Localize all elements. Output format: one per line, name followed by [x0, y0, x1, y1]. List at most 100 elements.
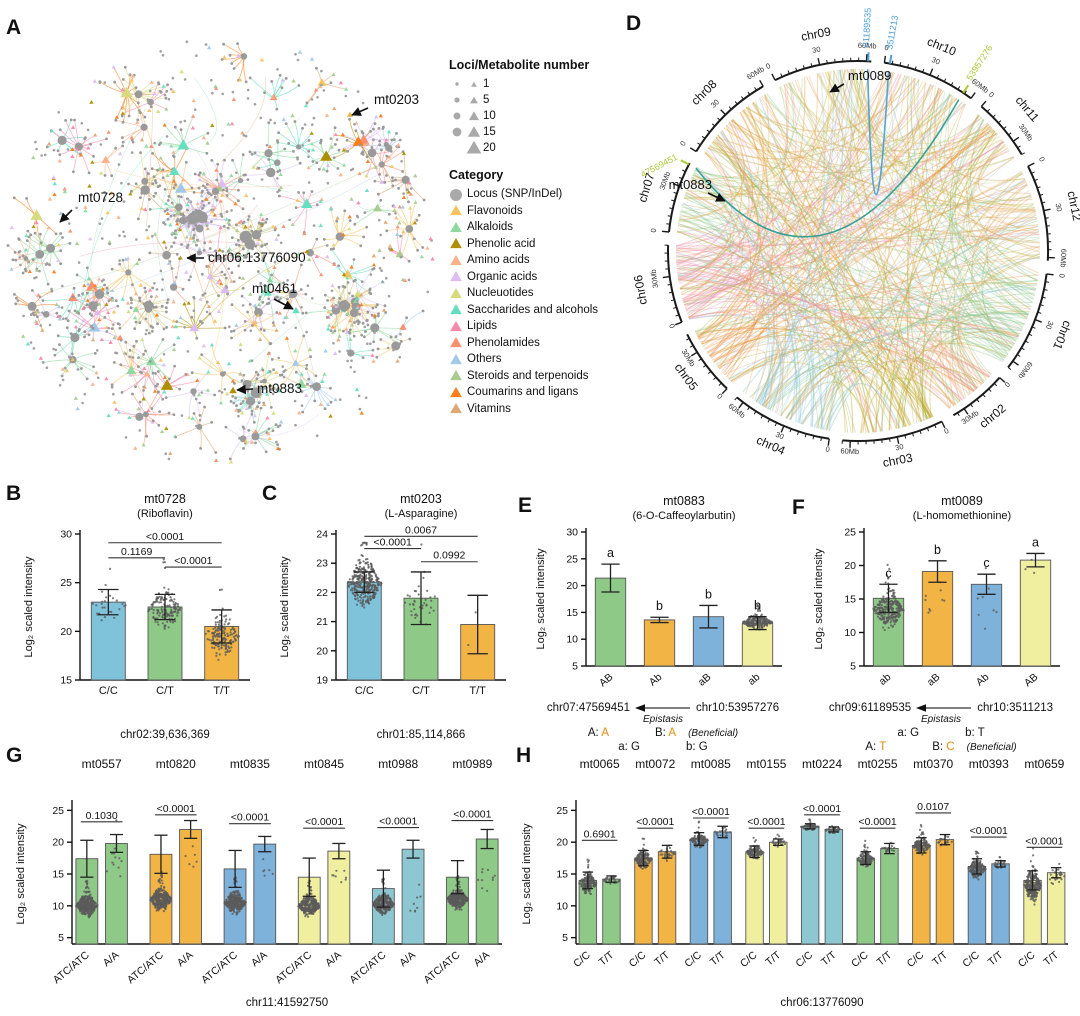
- panel-label-f: F: [792, 496, 805, 519]
- svg-text:10: 10: [52, 900, 64, 912]
- legend-category-label: Lipids: [467, 320, 498, 333]
- panel-label-d: D: [626, 12, 642, 35]
- svg-text:25: 25: [844, 527, 856, 539]
- svg-text:30: 30: [774, 430, 785, 442]
- svg-text:Log₂ scaled intensity: Log₂ scaled intensity: [15, 823, 27, 924]
- svg-text:A/A: A/A: [101, 949, 122, 969]
- svg-text:20: 20: [60, 626, 72, 638]
- legend-category-label: Amino acids: [467, 254, 530, 267]
- svg-text:chr06: chr06: [631, 274, 650, 306]
- svg-text:0: 0: [1003, 380, 1012, 389]
- svg-text:30: 30: [930, 55, 941, 66]
- legend-category-item: Nucleuotides: [449, 285, 671, 302]
- svg-text:A/A: A/A: [471, 949, 492, 969]
- svg-text:C/T: C/T: [156, 685, 174, 697]
- svg-text:61189535: 61189535: [861, 8, 873, 48]
- epistasis-arrow-icon: [635, 704, 690, 712]
- network-legend: Loci/Metabolite number 1 5 10 15 20 Category…: [449, 56, 671, 417]
- legend-category-label: Phenolic acid: [467, 237, 536, 250]
- svg-text:chr11: chr11: [1013, 93, 1043, 125]
- svg-text:C/C: C/C: [99, 685, 118, 697]
- svg-text:60Mb: 60Mb: [858, 41, 877, 51]
- svg-text:<0.0001: <0.0001: [379, 816, 417, 828]
- svg-text:ATC/ATC: ATC/ATC: [347, 949, 388, 986]
- legend-category-item: Flavonoids: [449, 203, 671, 220]
- legend-size-row: 1: [449, 76, 671, 92]
- svg-text:30: 30: [894, 442, 904, 453]
- epistasis-arrow-icon: [916, 704, 972, 712]
- svg-text:15: 15: [52, 869, 64, 881]
- svg-text:<0.0001: <0.0001: [174, 555, 212, 567]
- svg-text:<0.0001: <0.0001: [231, 812, 269, 824]
- svg-text:30: 30: [1054, 202, 1065, 212]
- panel-label-h: H: [516, 744, 532, 767]
- legend-category-item: Lipids: [449, 318, 671, 335]
- svg-text:aB: aB: [696, 671, 714, 688]
- legend-category-item: Phenolic acid: [449, 236, 671, 253]
- svg-text:30: 30: [709, 97, 721, 109]
- chart-chr11-locus: 5 10 15 20 25 Log₂ scaled intensity mt0557 0.10…: [15, 757, 502, 1009]
- svg-text:Log₂ scaled intensity: Log₂ scaled intensity: [535, 548, 547, 649]
- svg-text:mt0203: mt0203: [400, 492, 442, 506]
- svg-text:10: 10: [844, 627, 856, 639]
- svg-text:C/T: C/T: [412, 685, 430, 697]
- svg-text:b: b: [754, 599, 761, 613]
- legend-size-label: 15: [483, 126, 496, 138]
- svg-text:mt0089: mt0089: [848, 68, 891, 83]
- svg-text:<0.0001: <0.0001: [453, 809, 491, 821]
- svg-text:chr01:85,114,866: chr01:85,114,866: [377, 729, 466, 741]
- panel-label-b: B: [6, 482, 22, 505]
- legend-size-label: 10: [483, 110, 496, 122]
- svg-text:20: 20: [52, 837, 64, 849]
- legend-size-row: 15: [449, 124, 671, 140]
- svg-text:60Mb: 60Mb: [1016, 360, 1034, 381]
- chart-mt0883: 5 10 15 20 25 30 Log₂ scaled intensity mt0883 (6…: [535, 494, 782, 689]
- svg-text:mt0883: mt0883: [257, 381, 302, 396]
- svg-text:0: 0: [943, 426, 951, 436]
- svg-text:22: 22: [316, 587, 328, 599]
- svg-text:ATC/ATC: ATC/ATC: [422, 949, 463, 986]
- svg-text:15: 15: [556, 869, 568, 881]
- legend-size-row: 20: [449, 140, 671, 156]
- svg-text:5: 5: [58, 932, 64, 944]
- svg-text:0.1169: 0.1169: [121, 546, 152, 558]
- legend-category-item: Saccharides and alcohols: [449, 302, 671, 319]
- legend-size-row: 5: [449, 92, 671, 108]
- legend-category-item: Coumarins and ligans: [449, 384, 671, 401]
- svg-text:30: 30: [60, 529, 72, 541]
- legend-category-item: Steroids and terpenoids: [449, 368, 671, 385]
- legend-size-label: 20: [483, 142, 496, 154]
- epistasis-allele-row: A: T B: C (Beneficial): [865, 741, 1017, 753]
- svg-text:25: 25: [60, 577, 72, 589]
- legend-size-label: 1: [483, 78, 490, 90]
- svg-text:21: 21: [316, 616, 328, 628]
- legend-size-title: Loci/Metabolite number: [449, 58, 590, 72]
- svg-text:b: b: [656, 599, 663, 613]
- legend-category-item: Vitamins: [449, 401, 671, 418]
- legend-category-label: Alkaloids: [467, 221, 514, 234]
- svg-text:0: 0: [884, 43, 889, 52]
- legend-category-label: Saccharides and alcohols: [467, 303, 599, 316]
- epistasis-right-locus: chr10:53957276: [696, 702, 780, 714]
- svg-text:(Riboflavin): (Riboflavin): [137, 508, 193, 520]
- svg-text:ab: ab: [877, 671, 894, 688]
- svg-text:30Mb: 30Mb: [960, 408, 981, 426]
- svg-text:30Mb: 30Mb: [1017, 122, 1035, 143]
- svg-text:<0.0001: <0.0001: [146, 531, 184, 543]
- legend-category-label: Nucleuotides: [467, 287, 534, 300]
- svg-text:0: 0: [678, 139, 688, 147]
- svg-text:chr02:39,636,369: chr02:39,636,369: [120, 729, 210, 741]
- svg-text:mt0728: mt0728: [78, 190, 123, 205]
- svg-text:25: 25: [52, 805, 64, 817]
- legend-category-item: Locus (SNP/InDel): [449, 186, 671, 203]
- svg-text:mt0835: mt0835: [230, 757, 270, 771]
- svg-text:Ab: Ab: [647, 671, 665, 689]
- svg-text:A/A: A/A: [249, 949, 270, 969]
- svg-text:mt0820: mt0820: [156, 757, 196, 771]
- legend-category-label: Others: [467, 353, 502, 366]
- svg-text:mt0557: mt0557: [82, 757, 122, 771]
- svg-text:A/A: A/A: [175, 949, 196, 969]
- svg-text:chr12: chr12: [1064, 190, 1080, 223]
